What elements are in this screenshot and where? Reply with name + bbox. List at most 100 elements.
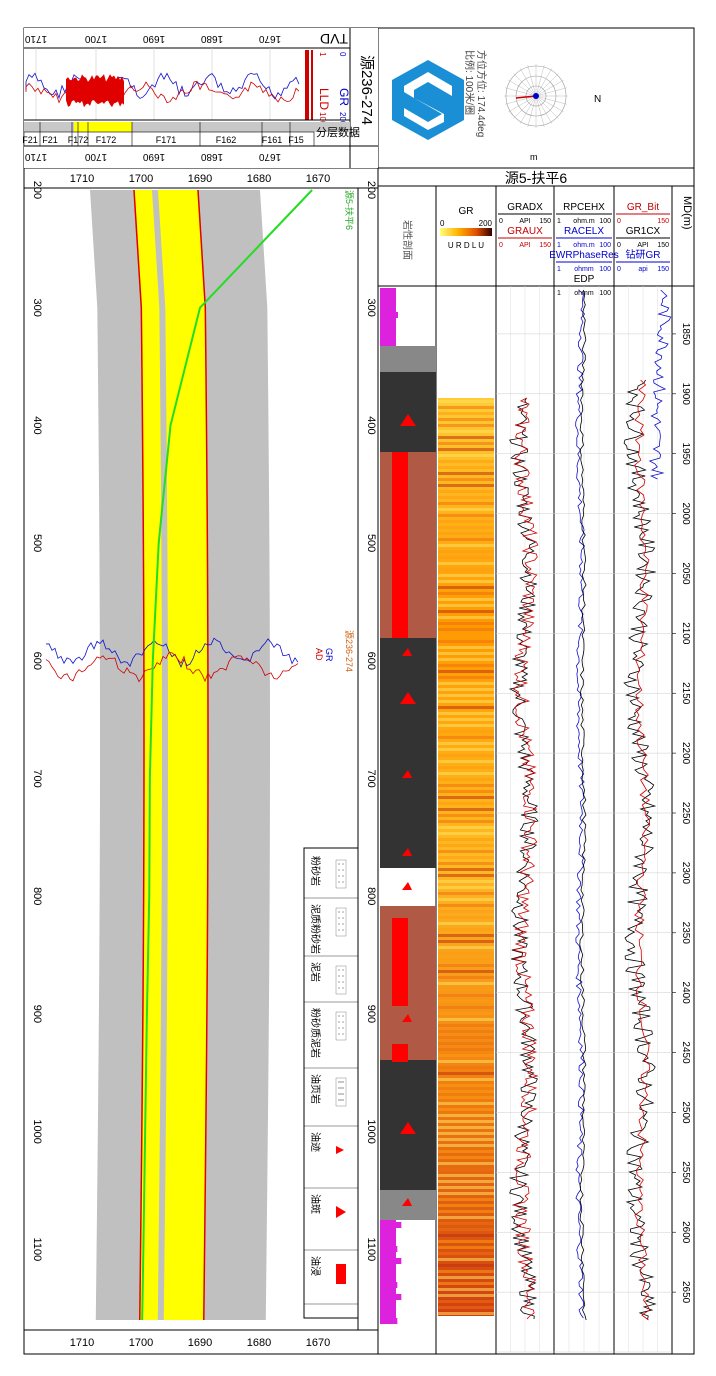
compass-spoke [535, 95, 567, 105]
zone-label: F172 [96, 135, 117, 145]
gr-image-stripe [438, 1072, 494, 1075]
pink-step [380, 1234, 394, 1240]
pink-step [380, 1282, 398, 1288]
compass-azimuth [515, 95, 537, 99]
gr-image-stripe [438, 676, 494, 679]
gr-image-stripe [438, 778, 494, 781]
gr-image-stripe [438, 1174, 494, 1177]
section-tvd-label: 1690 [188, 173, 212, 185]
section-depth-label: 700 [365, 769, 377, 787]
gr-colorbar-min: 0 [440, 219, 445, 228]
track-curve-min: 1 [557, 290, 561, 297]
lith-legend-swatch [336, 1206, 346, 1218]
zone-label: F15 [288, 135, 304, 145]
gr-image-stripe [438, 490, 494, 493]
log-curves [508, 289, 672, 1321]
gr-image-stripe [438, 616, 494, 619]
compass-spoke [527, 95, 537, 127]
gr-image-stripe [438, 844, 494, 847]
pink-step [380, 1258, 402, 1264]
gr-image-stripe [438, 718, 494, 721]
gr-image-stripe [438, 1108, 494, 1111]
section-depth-label-left: 800 [31, 887, 43, 905]
lith-legend-label: 油浸 [309, 1256, 322, 1276]
gr-image-stripes [438, 400, 494, 1315]
section-tvd-label-bottom: 1670 [306, 1337, 330, 1349]
lith-legend-swatch [335, 1011, 347, 1041]
gr-image-stripe [438, 946, 494, 949]
gr-image-stripe [438, 1000, 494, 1003]
top-tvd-ticks-bottom: 1710 1700 1690 1680 1670 [24, 151, 281, 162]
zone-label: F161 [262, 135, 283, 145]
oil-immersion [392, 1044, 408, 1062]
gr-image-stripe [438, 886, 494, 889]
compass-direction: 方位方位: 174.4deg [475, 50, 488, 137]
gr-image-stripe [438, 478, 494, 481]
gr-image-stripe [438, 982, 494, 985]
oil-immersion [392, 918, 408, 1006]
oil-immersion [392, 452, 408, 560]
gr-image-stripe [438, 904, 494, 907]
gr-image-stripe [438, 742, 494, 745]
md-tick-label: 2200 [680, 742, 691, 765]
well-section: 1710 1700 1690 1680 1670 1710 1700 1690 1680 167… [24, 173, 378, 1349]
pink-step [380, 1294, 402, 1300]
top-tvd-tick-label-bottom: 1680 [200, 151, 223, 162]
gr-image-stripe [438, 784, 494, 787]
gr-image-stripe [438, 466, 494, 469]
gr-image-stripe [438, 700, 494, 703]
offset-well-label: 源236-274 [344, 630, 354, 672]
track-curve-min: 1 [557, 266, 561, 273]
section-tvd-label: 1680 [247, 173, 271, 185]
offset-gr-curve-section [45, 637, 299, 668]
tvd-label: TVD [320, 31, 348, 47]
gr-image-stripe [438, 706, 494, 709]
gr-image-stripe [438, 976, 494, 979]
gr-image-stripe [438, 1240, 494, 1243]
top-tvd-tick-label-bottom: 1710 [24, 151, 47, 162]
top-tvd-tick-label: 1680 [200, 33, 223, 44]
gr-image-stripe [438, 520, 494, 523]
gr-image-stripe [438, 874, 494, 877]
track-curve-max: 150 [657, 266, 669, 273]
md-tick-label: 2500 [680, 1101, 691, 1124]
gr-image-stripe [438, 1264, 494, 1267]
md-ticks: 1850 1900 1950 2000 2050 2100 2150 2200 2250 2300… [672, 323, 691, 1304]
section-depth-label: 500 [365, 534, 377, 552]
log-panel: 源5-扶平6 MD(m) 岩性剖面 GR [378, 170, 694, 1354]
track-curve-unit: api [638, 266, 648, 273]
gr-image-stripe [438, 802, 494, 805]
gr-image-stripe [438, 1258, 494, 1261]
md-tick-label: 2450 [680, 1041, 691, 1064]
gr-image-stripe [438, 1186, 494, 1189]
md-tick-label: 1900 [680, 383, 691, 406]
gr-image-stripe [438, 514, 494, 517]
gr-image-stripe [438, 1288, 494, 1291]
well-trajectory [141, 189, 313, 1321]
track-curve-unit: API [519, 242, 530, 249]
section-depth-label: 400 [365, 416, 377, 434]
section-tvd-label-bottom: 1690 [188, 1337, 212, 1349]
gr-image-stripe [438, 1066, 494, 1069]
gr-image-stripe [438, 460, 494, 463]
gr-image-stripe [438, 562, 494, 565]
top-tvd-tick-label: 1700 [84, 33, 107, 44]
gr-colorbar-name: GR [459, 206, 474, 217]
drill-gr-curve [648, 289, 672, 480]
gr-image-stripe [438, 1222, 494, 1225]
track-curve-max: 150 [657, 218, 669, 225]
pink-step [380, 1318, 398, 1324]
section-depth-label-left: 400 [31, 416, 43, 434]
zone-bar: F21 F21 F172 F172 F171 F162 F161 F15 [22, 122, 350, 147]
gr-image-stripe [438, 838, 494, 841]
gr-image-stripe [438, 418, 494, 421]
gr-image-stripe [438, 1120, 494, 1123]
track-curve-min: 0 [499, 218, 503, 225]
md-tick-label: 1850 [680, 323, 691, 346]
pink-step [380, 312, 398, 318]
gr-image-stripe [438, 628, 494, 631]
legend-gr-name: GR [337, 88, 351, 106]
gr-image-stripe [438, 1036, 494, 1039]
gr-image-stripe [438, 1126, 494, 1129]
